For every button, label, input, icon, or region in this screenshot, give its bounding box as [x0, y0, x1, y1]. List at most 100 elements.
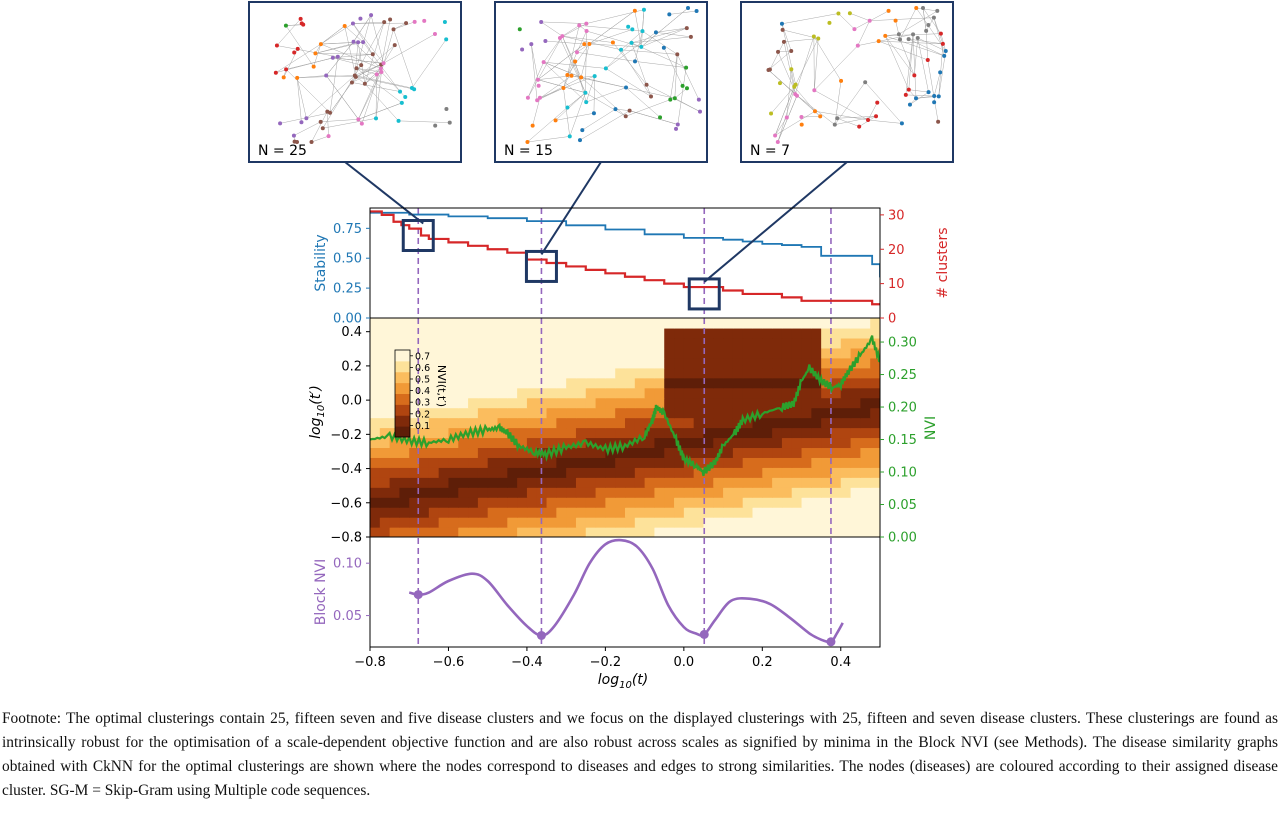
heatmap-cell: [428, 417, 440, 429]
heatmap-cell: [477, 327, 489, 339]
heatmap-cell: [801, 387, 812, 399]
inset-edge: [527, 62, 544, 98]
heatmap-cell: [556, 318, 567, 329]
heatmap-cell: [723, 437, 734, 449]
heatmap-cell: [507, 318, 518, 329]
inset-connector: [344, 161, 424, 225]
heatmap-cell: [615, 457, 626, 468]
heatmap-cell: [556, 397, 567, 409]
inset-edge: [781, 23, 796, 85]
heatmap-cell: [732, 397, 744, 409]
inset-label: N = 25: [258, 143, 307, 159]
heatmap-cell: [517, 377, 528, 389]
heatmap-cell: [850, 527, 861, 537]
nvi-heatmap: [370, 318, 880, 537]
heatmap-cell: [703, 397, 714, 409]
heatmap-cell: [458, 347, 469, 359]
inset-edge: [537, 79, 586, 93]
heatmap-cell: [507, 397, 518, 409]
inset-node: [354, 66, 359, 71]
heatmap-cell: [477, 337, 489, 349]
heatmap-cell: [762, 417, 773, 429]
inset-edge: [311, 135, 329, 143]
inset-node: [525, 95, 530, 100]
heatmap-cell: [693, 407, 705, 419]
heatmap-cell: [575, 318, 587, 329]
heatmap-cell: [438, 517, 450, 528]
inset-edge: [768, 50, 792, 71]
heatmap-cell: [693, 527, 705, 537]
heatmap-cell: [654, 387, 665, 399]
heatmap-cell: [860, 357, 871, 369]
stability-tick-label: 0.50: [333, 252, 362, 267]
heatmap-cell: [497, 417, 508, 429]
heatmap-cell: [468, 457, 479, 468]
inset-node: [525, 140, 530, 144]
log-tprime-axis-label: log10(t′): [308, 385, 327, 439]
heatmap-cell: [674, 337, 685, 349]
heatmap-cell: [742, 427, 754, 439]
heatmap-cell: [791, 487, 803, 498]
inset-node: [584, 100, 589, 105]
x-tick-label: −0.6: [433, 655, 465, 670]
heatmap-cell: [870, 357, 880, 369]
heatmap-cell: [458, 507, 469, 518]
heatmap-cell: [860, 347, 871, 359]
block-nvi-tick-label: 0.10: [333, 557, 362, 572]
heatmap-cell: [821, 497, 832, 508]
x-tick-label: 0.2: [752, 655, 773, 670]
nvi-tick-label: 0.20: [888, 401, 917, 416]
heatmap-cell: [428, 367, 440, 379]
heatmap-cell: [595, 427, 606, 439]
heatmap-cell: [840, 377, 852, 389]
inset-node: [530, 123, 535, 128]
heatmap-cell: [723, 318, 734, 329]
heatmap-cell: [830, 327, 842, 339]
inset-node: [943, 49, 948, 54]
heatmap-cell: [801, 457, 812, 468]
inset-node: [579, 75, 584, 80]
inset-edge: [320, 25, 345, 45]
heatmap-cell: [428, 497, 440, 508]
stability-tick-label: 0.25: [333, 282, 362, 297]
heatmap-cell: [477, 487, 489, 498]
heatmap-cell: [419, 427, 430, 439]
heatmap-cell: [713, 337, 724, 349]
inset-node: [553, 118, 558, 123]
heatmap-cell: [683, 397, 695, 409]
inset-node: [684, 26, 689, 31]
heatmap-cell: [791, 447, 803, 458]
heatmap-cell: [732, 447, 744, 458]
heatmap-cell: [664, 457, 675, 468]
nvi-tick-label: 0.25: [888, 368, 917, 383]
heatmap-cell: [517, 467, 528, 478]
colorbar-tick-label: 0.1: [415, 421, 430, 432]
inset-node: [442, 19, 447, 24]
inset-edge: [585, 31, 587, 93]
heatmap-cell: [575, 517, 587, 528]
heatmap-cell: [487, 527, 499, 537]
heatmap-cell: [703, 467, 714, 478]
inset-label: N = 15: [504, 143, 553, 159]
inset-node: [388, 17, 393, 22]
heatmap-cell: [448, 377, 459, 389]
inset-node: [852, 27, 857, 32]
heatmap-cell: [772, 387, 783, 399]
heatmap-cell: [634, 387, 646, 399]
heatmap-cell: [850, 387, 861, 399]
inset-node: [876, 39, 881, 44]
inset-edge: [285, 69, 331, 113]
heatmap-cell: [497, 407, 508, 419]
clusters-tick-label: 10: [888, 277, 905, 292]
heatmap-cell: [703, 437, 714, 449]
inset-node: [629, 40, 634, 45]
heatmap-cell: [487, 487, 499, 498]
heatmap-cell: [448, 507, 459, 518]
inset-edge: [344, 25, 364, 43]
heatmap-cell: [752, 367, 763, 379]
heatmap-cell: [781, 318, 793, 329]
heatmap-cell: [487, 457, 499, 468]
heatmap-cell: [703, 507, 714, 518]
heatmap-cell: [585, 477, 597, 488]
inset-node: [926, 90, 931, 95]
